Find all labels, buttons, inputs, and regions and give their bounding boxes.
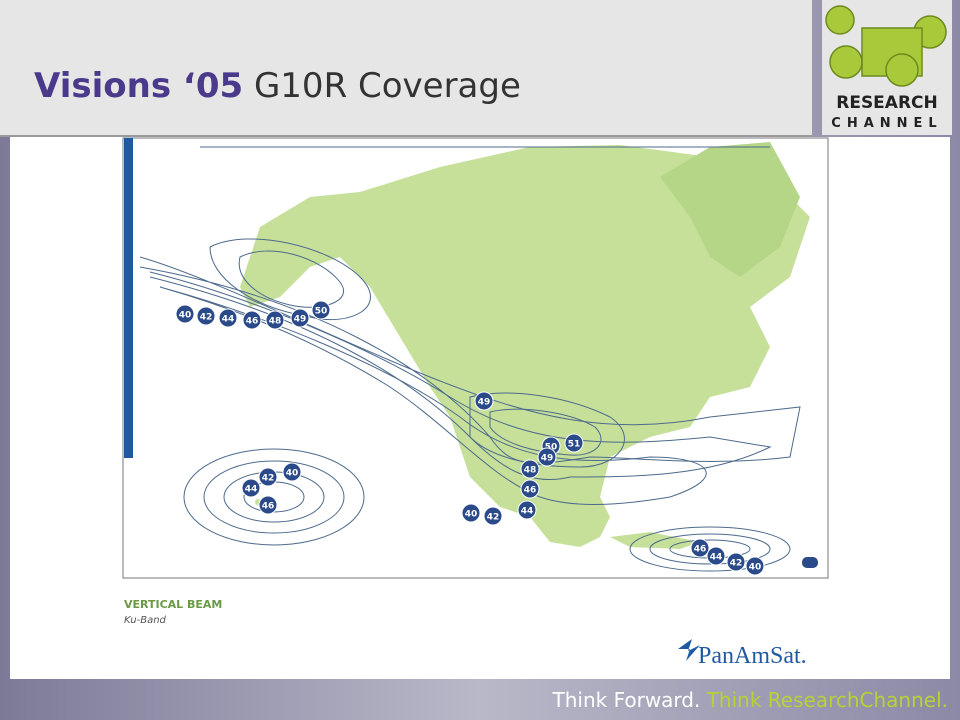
- brand: PanAmSat.: [698, 643, 807, 669]
- contour-label: 40: [465, 510, 478, 520]
- land: [240, 142, 810, 549]
- legend-title: VERTICAL BEAM: [124, 598, 222, 611]
- contour-badge: [258, 467, 278, 487]
- title: Visions ‘05 G10R Coverage: [34, 66, 521, 106]
- contour-label: 42: [730, 559, 743, 569]
- contour-badge: [311, 300, 331, 320]
- logo-shapes: [825, 5, 947, 87]
- map: VERTICAL BEAM Ku-Band PanAmSat. 40 42 44 46…: [122, 137, 829, 669]
- contour-label: 44: [521, 507, 534, 517]
- contour-label: 48: [269, 317, 282, 327]
- contour-label: 46: [524, 486, 537, 496]
- contour-label: 49: [478, 398, 491, 408]
- contour-label: 40: [286, 469, 299, 479]
- brand-icon: [678, 639, 700, 661]
- contour-badge: [690, 538, 710, 558]
- contour-badge: [520, 479, 540, 499]
- contour-badge: [745, 556, 765, 576]
- contour-badge: [483, 506, 503, 526]
- contour-label: 44: [245, 485, 258, 495]
- footer-part2: Think ResearchChannel.: [706, 688, 948, 712]
- footer-part1: Think Forward.: [552, 688, 701, 712]
- contour-label: 40: [749, 563, 762, 573]
- contour-label: 42: [200, 313, 213, 323]
- contour-label: 48: [524, 466, 537, 476]
- contour-label: 46: [694, 545, 707, 555]
- map-icon: [802, 557, 818, 568]
- legend-subtitle: Ku-Band: [124, 615, 167, 626]
- contour-label: 42: [487, 513, 500, 523]
- title-bold: Visions ‘05: [34, 66, 244, 106]
- contour-label: 42: [262, 474, 275, 484]
- contour-badge: [461, 503, 481, 523]
- footer: Think Forward. Think ResearchChannel.: [553, 688, 949, 712]
- map-panel: VERTICAL BEAM Ku-Band PanAmSat. 40 42 44 46…: [10, 137, 950, 679]
- contour-badge: [706, 546, 726, 566]
- contour-badge: [564, 433, 584, 453]
- contour-badge: [242, 310, 262, 330]
- contour-label: 51: [568, 440, 581, 450]
- contour-badge: [290, 308, 310, 328]
- contour-badge: [175, 304, 195, 324]
- contour-badge: [218, 308, 238, 328]
- contour-badge: [265, 310, 285, 330]
- contour-label: 49: [541, 454, 554, 464]
- contour-badge: [537, 447, 557, 467]
- contour-label: 44: [710, 553, 723, 563]
- contour-badge: [196, 306, 216, 326]
- contour-label: 50: [315, 307, 328, 317]
- logo: RESEARCH CHANNEL: [822, 0, 952, 135]
- contours: [139, 146, 801, 572]
- contour-label: 40: [179, 311, 192, 321]
- accent-bar: [124, 138, 133, 458]
- contour-badge: [517, 500, 537, 520]
- contour-badge: [726, 552, 746, 572]
- contour-label: 46: [262, 502, 275, 512]
- contour-label: 46: [246, 317, 259, 327]
- contour-label: 50: [545, 443, 558, 453]
- contour-badge: [241, 478, 261, 498]
- contour-badge: [474, 391, 494, 411]
- logo-line2: CHANNEL: [831, 116, 942, 131]
- contour-label: 49: [294, 315, 307, 325]
- contour-badge: [520, 459, 540, 479]
- title-text: G10R Coverage: [253, 66, 521, 106]
- header: Visions ‘05 G10R Coverage: [0, 0, 812, 137]
- contour-badge: [282, 462, 302, 482]
- logo-line1: RESEARCH: [836, 93, 938, 113]
- contour-label: 44: [222, 315, 235, 325]
- contour-badge: [258, 495, 278, 515]
